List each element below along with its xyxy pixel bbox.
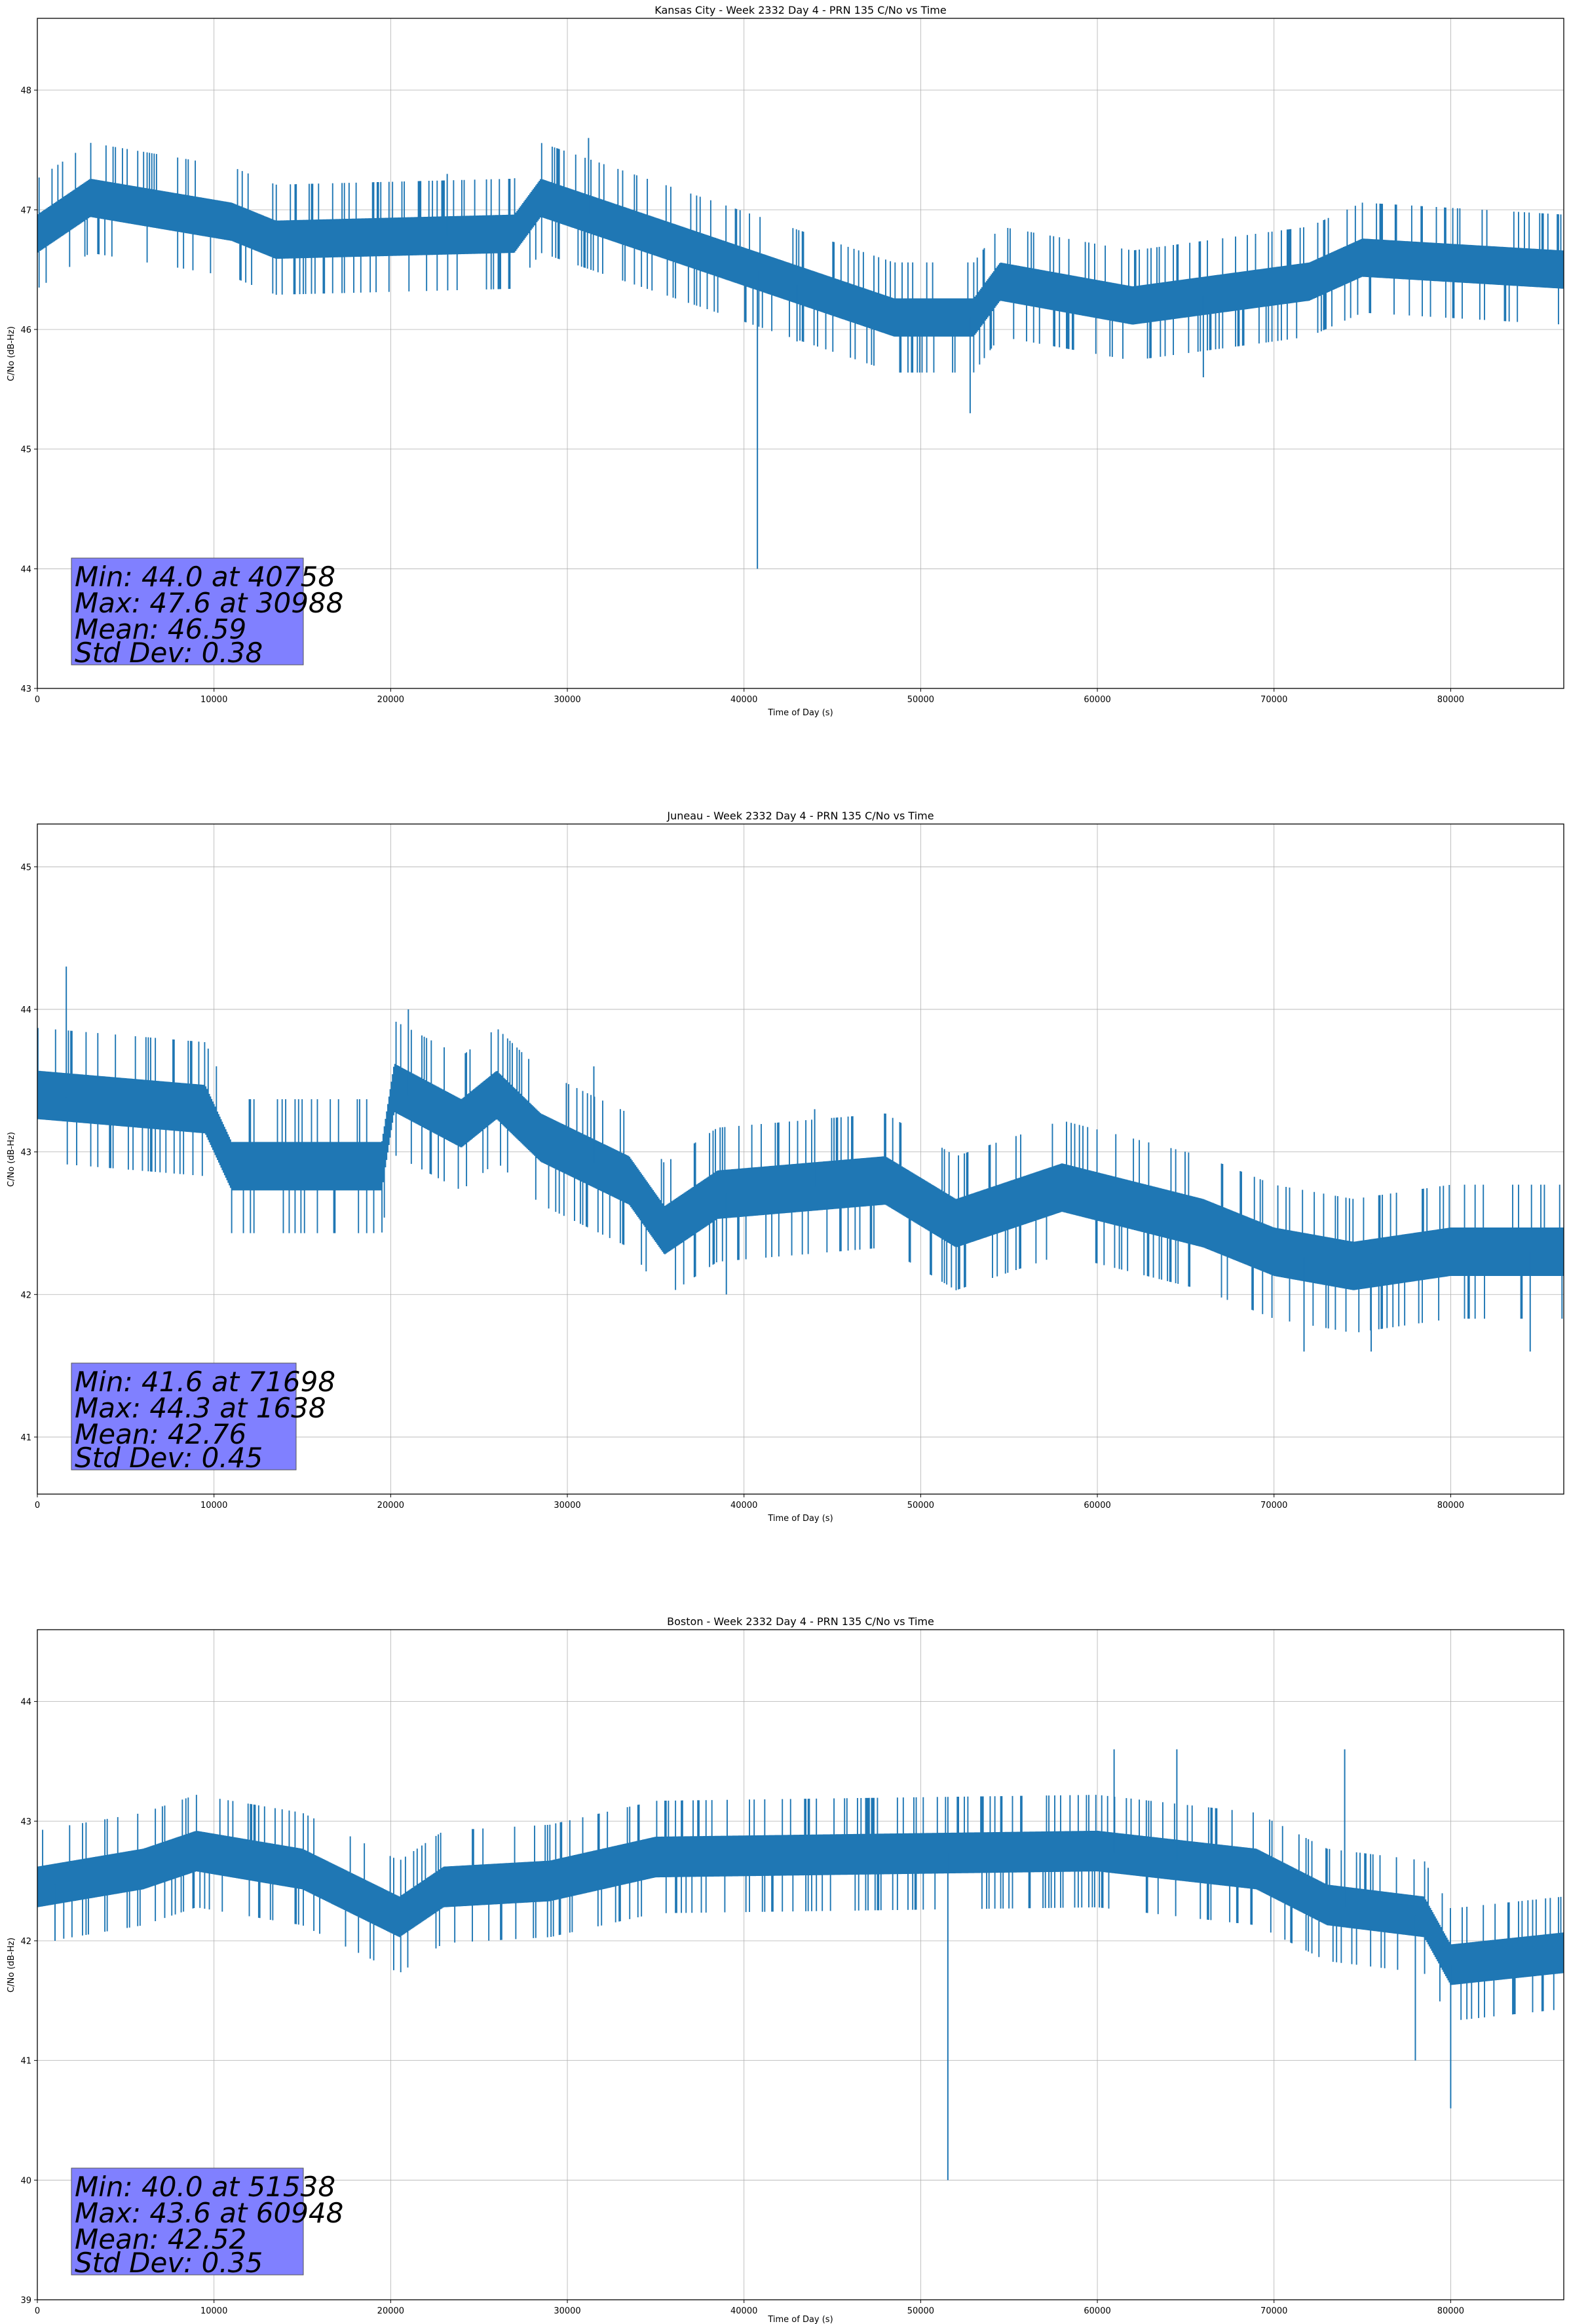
- spike-marks: [66, 966, 1531, 1352]
- x-tick-label: 50000: [907, 2306, 934, 2316]
- signal-trace: [37, 143, 1564, 373]
- y-tick-label: 46: [20, 326, 31, 335]
- plot-area: [37, 18, 1564, 689]
- x-tick-label: 30000: [554, 695, 580, 705]
- y-tick-label: 44: [20, 565, 31, 574]
- x-tick-label: 70000: [1260, 1501, 1287, 1510]
- signal-trace: [37, 1021, 1564, 1332]
- stats-std-dev: Std Dev: 0.38: [75, 637, 263, 669]
- x-tick-label: 30000: [554, 2306, 580, 2316]
- x-axis-label: Time of Day (s): [767, 1514, 833, 1524]
- y-tick-label: 47: [20, 206, 31, 216]
- stats-max: Max: 43.6 at 60948: [75, 2197, 343, 2229]
- y-tick-label: 43: [20, 1817, 31, 1827]
- x-tick-label: 70000: [1260, 695, 1287, 705]
- x-tick-labels: 0 10000 20000 30000 40000 50000 60000 70000 8000…: [35, 2300, 1464, 2316]
- x-axis-label: Time of Day (s): [767, 708, 833, 718]
- x-tick-label: 10000: [200, 2306, 227, 2316]
- y-tick-label: 44: [20, 1698, 31, 1708]
- y-tick-label: 42: [20, 1937, 31, 1947]
- x-tick-label: 40000: [730, 1501, 757, 1510]
- x-tick-label: 80000: [1437, 2306, 1464, 2316]
- x-tick-label: 80000: [1437, 695, 1464, 705]
- y-axis-label: C/No (dB-Hz): [7, 1938, 16, 1993]
- x-tick-label: 20000: [377, 695, 404, 705]
- y-tick-label: 45: [20, 863, 31, 872]
- x-tick-label: 20000: [377, 2306, 404, 2316]
- y-tick-label: 43: [20, 1148, 31, 1158]
- x-tick-labels: 0 10000 20000 30000 40000 50000 60000 70000 8000…: [35, 688, 1464, 705]
- subplot-boston: 0 10000 20000 30000 40000 50000 60000 70000 8000…: [7, 1615, 1564, 2324]
- x-tick-label: 10000: [200, 695, 227, 705]
- y-tick-label: 45: [20, 445, 31, 455]
- y-axis-label: C/No (dB-Hz): [7, 326, 16, 381]
- x-tick-label: 60000: [1084, 1501, 1110, 1510]
- stats-mean: Mean: 42.52: [75, 2223, 246, 2255]
- spike-marks: [54, 1749, 1452, 2181]
- stats-max: Max: 47.6 at 30988: [75, 587, 343, 619]
- stats-box: Min: 44.0 at 40758 Max: 47.6 at 30988 Me…: [71, 557, 343, 669]
- chart-title: Juneau - Week 2332 Day 4 - PRN 135 C/No …: [666, 810, 934, 822]
- y-tick-label: 44: [20, 1005, 31, 1015]
- x-tick-label: 60000: [1084, 695, 1110, 705]
- y-tick-label: 42: [20, 1290, 31, 1300]
- stats-box: Min: 40.0 at 51538 Max: 43.6 at 60948 Me…: [71, 2167, 343, 2279]
- y-tick-labels: 43 44 45 46 47 48: [20, 86, 37, 694]
- x-tick-label: 60000: [1084, 2306, 1110, 2316]
- y-tick-label: 41: [20, 2057, 31, 2067]
- stats-min: Min: 44.0 at 40758: [75, 561, 335, 593]
- x-tick-labels: 0 10000 20000 30000 40000 50000 60000 70000 8000…: [35, 1494, 1464, 1510]
- x-tick-label: 20000: [377, 1501, 404, 1510]
- subplot-juneau: 0 10000 20000 30000 40000 50000 60000 70000 8000…: [7, 810, 1564, 1524]
- plot-area: [37, 1629, 1564, 2300]
- stats-mean: Mean: 42.76: [75, 1418, 246, 1450]
- stats-mean: Mean: 46.59: [75, 613, 246, 645]
- x-tick-label: 40000: [730, 2306, 757, 2316]
- x-tick-label: 0: [35, 1501, 40, 1510]
- x-axis-label: Time of Day (s): [767, 2315, 833, 2324]
- chart-title: Boston - Week 2332 Day 4 - PRN 135 C/No …: [667, 1615, 934, 1628]
- trace-band: [37, 1795, 1564, 2020]
- y-tick-label: 48: [20, 86, 31, 96]
- x-tick-label: 10000: [200, 1501, 227, 1510]
- stats-box-background: [71, 557, 304, 665]
- trace-band: [37, 143, 1564, 373]
- x-tick-label: 30000: [554, 1501, 580, 1510]
- stats-max: Max: 44.3 at 1638: [75, 1392, 326, 1424]
- x-tick-label: 80000: [1437, 1501, 1464, 1510]
- trace-band: [37, 1021, 1564, 1332]
- spike-marks: [446, 138, 1204, 569]
- y-tick-label: 39: [20, 2296, 31, 2306]
- x-tick-label: 50000: [907, 695, 934, 705]
- y-tick-label: 43: [20, 684, 31, 694]
- x-tick-label: 0: [35, 695, 40, 705]
- stats-min: Min: 41.6 at 71698: [75, 1366, 335, 1398]
- chart-title: Kansas City - Week 2332 Day 4 - PRN 135 …: [654, 4, 946, 16]
- y-tick-labels: 39 40 41 42 43 44: [20, 1698, 37, 2306]
- x-tick-label: 40000: [730, 695, 757, 705]
- y-axis-label: C/No (dB-Hz): [7, 1132, 16, 1187]
- stats-box-background: [71, 1362, 297, 1471]
- stats-box-background: [71, 2167, 304, 2276]
- plot-area: [37, 823, 1564, 1495]
- y-tick-label: 40: [20, 2176, 31, 2186]
- x-tick-label: 50000: [907, 1501, 934, 1510]
- x-tick-label: 0: [35, 2306, 40, 2316]
- subplot-kansas-city: 0 10000 20000 30000 40000 50000 60000 70000 8000…: [7, 4, 1564, 718]
- y-tick-labels: 41 42 43 44 45: [20, 863, 37, 1443]
- stats-std-dev: Std Dev: 0.35: [75, 2247, 263, 2279]
- stats-box: Min: 41.6 at 71698 Max: 44.3 at 1638 Mea…: [71, 1362, 335, 1474]
- signal-trace: [37, 1795, 1564, 2020]
- stats-std-dev: Std Dev: 0.45: [75, 1442, 263, 1474]
- stats-min: Min: 40.0 at 51538: [75, 2171, 335, 2203]
- x-tick-label: 70000: [1260, 2306, 1287, 2316]
- y-tick-label: 41: [20, 1433, 31, 1443]
